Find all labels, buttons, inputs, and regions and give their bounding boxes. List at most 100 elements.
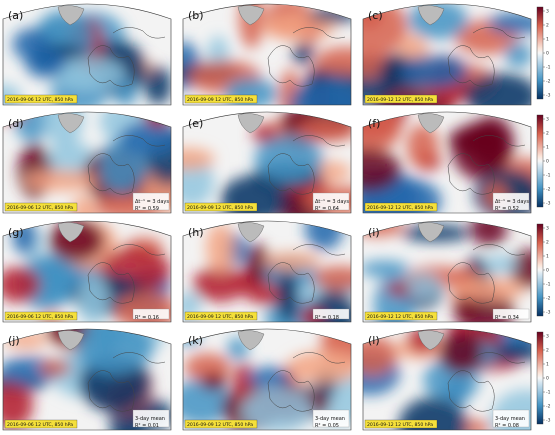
annotation: R² = 0.64 [315, 206, 339, 212]
panel-label: (a) [8, 9, 23, 22]
anomaly-blob [76, 319, 154, 374]
colorbar-tick-label: 1 [546, 37, 549, 43]
anomaly-blob [77, 273, 108, 325]
map-panel [174, 207, 369, 343]
anomaly-blob [464, 73, 539, 119]
colorbar-tick-label: 2 [546, 348, 549, 354]
anomaly-blob [39, 360, 71, 376]
anomaly-blob [470, 212, 507, 246]
caption: 2016-09-09 12 UTC, 850 hPa [187, 314, 253, 320]
anomaly-blob [505, 42, 532, 67]
anomaly-blob [144, 66, 171, 105]
caption: 2016-09-09 12 UTC, 850 hPa [187, 422, 253, 428]
annotation: Δt⁻¹ = 3 days [495, 199, 529, 205]
panel-label: (f) [368, 117, 380, 130]
colorbar-tick-label: -3 [546, 93, 551, 99]
colorbar [537, 224, 543, 316]
anomaly-blob [25, 48, 66, 79]
anomaly-blob [221, 175, 288, 223]
colorbar-tick-label: -3 [546, 310, 551, 316]
anomaly-blob [312, 266, 369, 291]
anomaly-blob [263, 252, 321, 270]
colorbar-tick-label: 3 [546, 9, 549, 15]
figure: (a) 2016-09-06 12 UTC, 850 hPa (b) 2016-09-… [0, 0, 555, 435]
colorbar-tick-label: 0 [546, 376, 549, 382]
panel-label: (g) [8, 226, 24, 239]
annotation: R² = 0.34 [495, 315, 519, 321]
anomaly-blob [206, 223, 234, 272]
anomaly-blob [248, 367, 291, 390]
annotation: Δt⁻¹ = 3 days [315, 199, 349, 205]
colorbar-tick-label: 2 [546, 240, 549, 246]
panel-label: (d) [8, 117, 24, 130]
colorbar [537, 115, 543, 207]
colorbar-tick-label: 0 [546, 51, 549, 57]
panel-label: (l) [368, 334, 380, 347]
anomaly-blob [408, 0, 468, 39]
colorbar-tick-label: 3 [546, 117, 549, 123]
colorbar-tick-label: 0 [546, 159, 549, 165]
anomaly-blob [488, 344, 544, 361]
annotation: R² = 0.05 [315, 423, 339, 429]
colorbar-tick-label: -2 [546, 404, 551, 410]
colorbar [537, 332, 543, 424]
panel-label: (h) [188, 226, 204, 239]
caption: 2016-09-12 12 UTC, 850 hPa [367, 97, 433, 103]
colorbar-tick-label: -3 [546, 418, 551, 424]
colorbar [537, 7, 543, 99]
panel-label: (i) [368, 226, 380, 239]
colorbar-tick-label: 3 [546, 334, 549, 340]
annotation: R² = 0.59 [135, 206, 159, 212]
colorbar-tick-label: 1 [546, 254, 549, 260]
colorbar-tick-label: -3 [546, 201, 551, 207]
caption: 2016-09-06 12 UTC, 850 hPa [7, 205, 73, 211]
colorbar-tick-label: -2 [546, 187, 551, 193]
anomaly-blob [401, 55, 467, 88]
colorbar-tick-label: -1 [546, 173, 551, 179]
anomaly-blob [359, 261, 409, 278]
annotation: 3-day mean [315, 416, 345, 422]
map-panel [326, 0, 546, 125]
caption: 2016-09-09 12 UTC, 850 hPa [187, 97, 253, 103]
colorbar-tick-label: 3 [546, 226, 549, 232]
annotation: R² = 0.18 [315, 315, 339, 321]
colorbar-tick-label: 2 [546, 131, 549, 137]
caption: 2016-09-06 12 UTC, 850 hPa [7, 314, 73, 320]
map-panel [333, 84, 553, 234]
anomaly-blob [309, 7, 358, 23]
anomaly-blob [201, 374, 227, 391]
panel-label: (j) [8, 334, 20, 347]
annotation: R² = 0.52 [495, 206, 519, 212]
annotation: R² = 0.08 [495, 423, 519, 429]
colorbar-tick-label: -1 [546, 390, 551, 396]
caption: 2016-09-12 12 UTC, 850 hPa [367, 314, 433, 320]
annotation: R² = 0.01 [135, 423, 159, 429]
colorbar-tick-label: -2 [546, 296, 551, 302]
caption: 2016-09-06 12 UTC, 850 hPa [7, 97, 73, 103]
colorbar-tick-label: 1 [546, 362, 549, 368]
colorbar-tick-label: -1 [546, 282, 551, 288]
colorbar-tick-label: 2 [546, 23, 549, 29]
anomaly-blob [453, 277, 525, 301]
anomaly-blob [484, 255, 517, 274]
anomaly-blob [448, 125, 511, 155]
caption: 2016-09-06 12 UTC, 850 hPa [7, 422, 73, 428]
panel-label: (e) [188, 117, 203, 130]
colorbar-tick-label: 0 [546, 268, 549, 274]
caption: 2016-09-12 12 UTC, 850 hPa [367, 422, 433, 428]
anomaly-blob [406, 273, 441, 300]
anomaly-blob [292, 43, 314, 64]
annotation: 3-day mean [495, 416, 525, 422]
anomaly-blob [254, 135, 322, 183]
panel-label: (c) [368, 9, 383, 22]
annotation: R² = 0.16 [135, 315, 159, 321]
colorbar-tick-label: -2 [546, 79, 551, 85]
anomaly-blob [224, 78, 278, 109]
caption: 2016-09-09 12 UTC, 850 hPa [187, 205, 253, 211]
panel-label: (b) [188, 9, 204, 22]
anomaly-blob [305, 207, 343, 250]
annotation: Δt⁻¹ = 3 days [135, 199, 169, 205]
anomaly-blob [439, 331, 483, 374]
anomaly-blob [23, 170, 96, 191]
panel-label: (k) [188, 334, 203, 347]
